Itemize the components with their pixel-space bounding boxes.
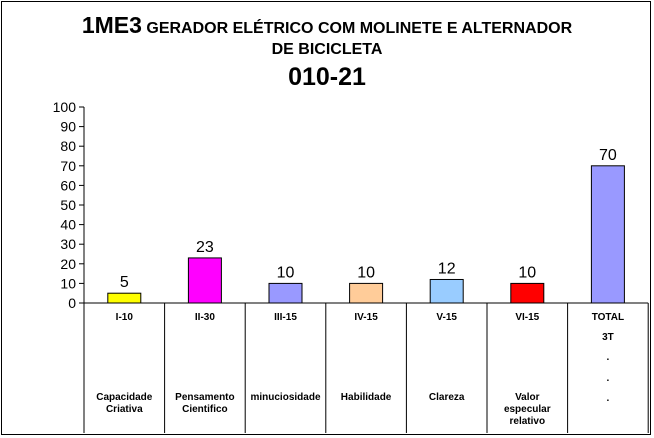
y-tick-label: 10: [60, 275, 76, 291]
y-tick-label: 20: [60, 256, 76, 272]
title-rest: GERADOR ELÉTRICO COM MOLINETE E ALTERNAD…: [146, 20, 573, 37]
y-tick-label: 0: [68, 295, 76, 311]
category-description: Criativa: [106, 404, 143, 415]
y-tick-label: 60: [60, 177, 76, 193]
y-tick-label: 100: [53, 99, 77, 115]
chart-title: 1ME3 GERADOR ELÉTRICO COM MOLINETE E ALT…: [0, 14, 654, 92]
data-label: 5: [120, 274, 129, 291]
category-label: II-30: [195, 312, 215, 323]
category-description: Capacidade: [96, 392, 153, 403]
data-label: 10: [357, 264, 375, 281]
data-label: 12: [438, 260, 456, 277]
category-description: Pensamento: [175, 392, 234, 403]
y-tick-label: 30: [60, 236, 76, 252]
y-tick-label: 50: [60, 197, 76, 213]
category-description: Clareza: [429, 392, 465, 403]
data-label: 23: [196, 239, 214, 256]
category-label: III-15: [274, 312, 297, 323]
bar: [510, 282, 545, 304]
y-tick-label: 70: [60, 158, 76, 174]
total-extra-label: .: [607, 393, 610, 404]
category-label: I-10: [116, 312, 134, 323]
bar: [429, 278, 464, 304]
category-description: Habilidade: [341, 392, 392, 403]
title-line-1: 1ME3 GERADOR ELÉTRICO COM MOLINETE E ALT…: [0, 14, 654, 40]
total-extra-label: .: [607, 352, 610, 363]
bar: [187, 257, 222, 304]
title-line-2: DE BICICLETA: [271, 41, 383, 58]
data-label: 10: [277, 264, 295, 281]
y-tick-label: 90: [60, 119, 76, 135]
bar: [268, 282, 303, 304]
data-label: 70: [599, 147, 617, 164]
category-label: IV-15: [354, 312, 378, 323]
total-extra-label: 3T: [602, 332, 614, 343]
category-description: Cientifico: [182, 404, 228, 415]
category-label: VI-15: [515, 312, 539, 323]
bar: [349, 282, 384, 304]
category-label: TOTAL: [592, 312, 624, 323]
y-tick-label: 80: [60, 138, 76, 154]
y-tick-label: 40: [60, 217, 76, 233]
category-description: minuciosidade: [250, 392, 320, 403]
title-main: 1ME3: [81, 12, 142, 38]
data-label: 10: [518, 264, 536, 281]
category-label: V-15: [436, 312, 457, 323]
category-description: especular: [504, 404, 551, 415]
category-description: relativo: [510, 416, 546, 427]
bar: [107, 292, 142, 304]
total-extra-label: .: [607, 373, 610, 384]
title-line-3: 010-21: [288, 63, 366, 91]
category-description: Valor: [515, 392, 540, 403]
bar: [590, 165, 625, 304]
